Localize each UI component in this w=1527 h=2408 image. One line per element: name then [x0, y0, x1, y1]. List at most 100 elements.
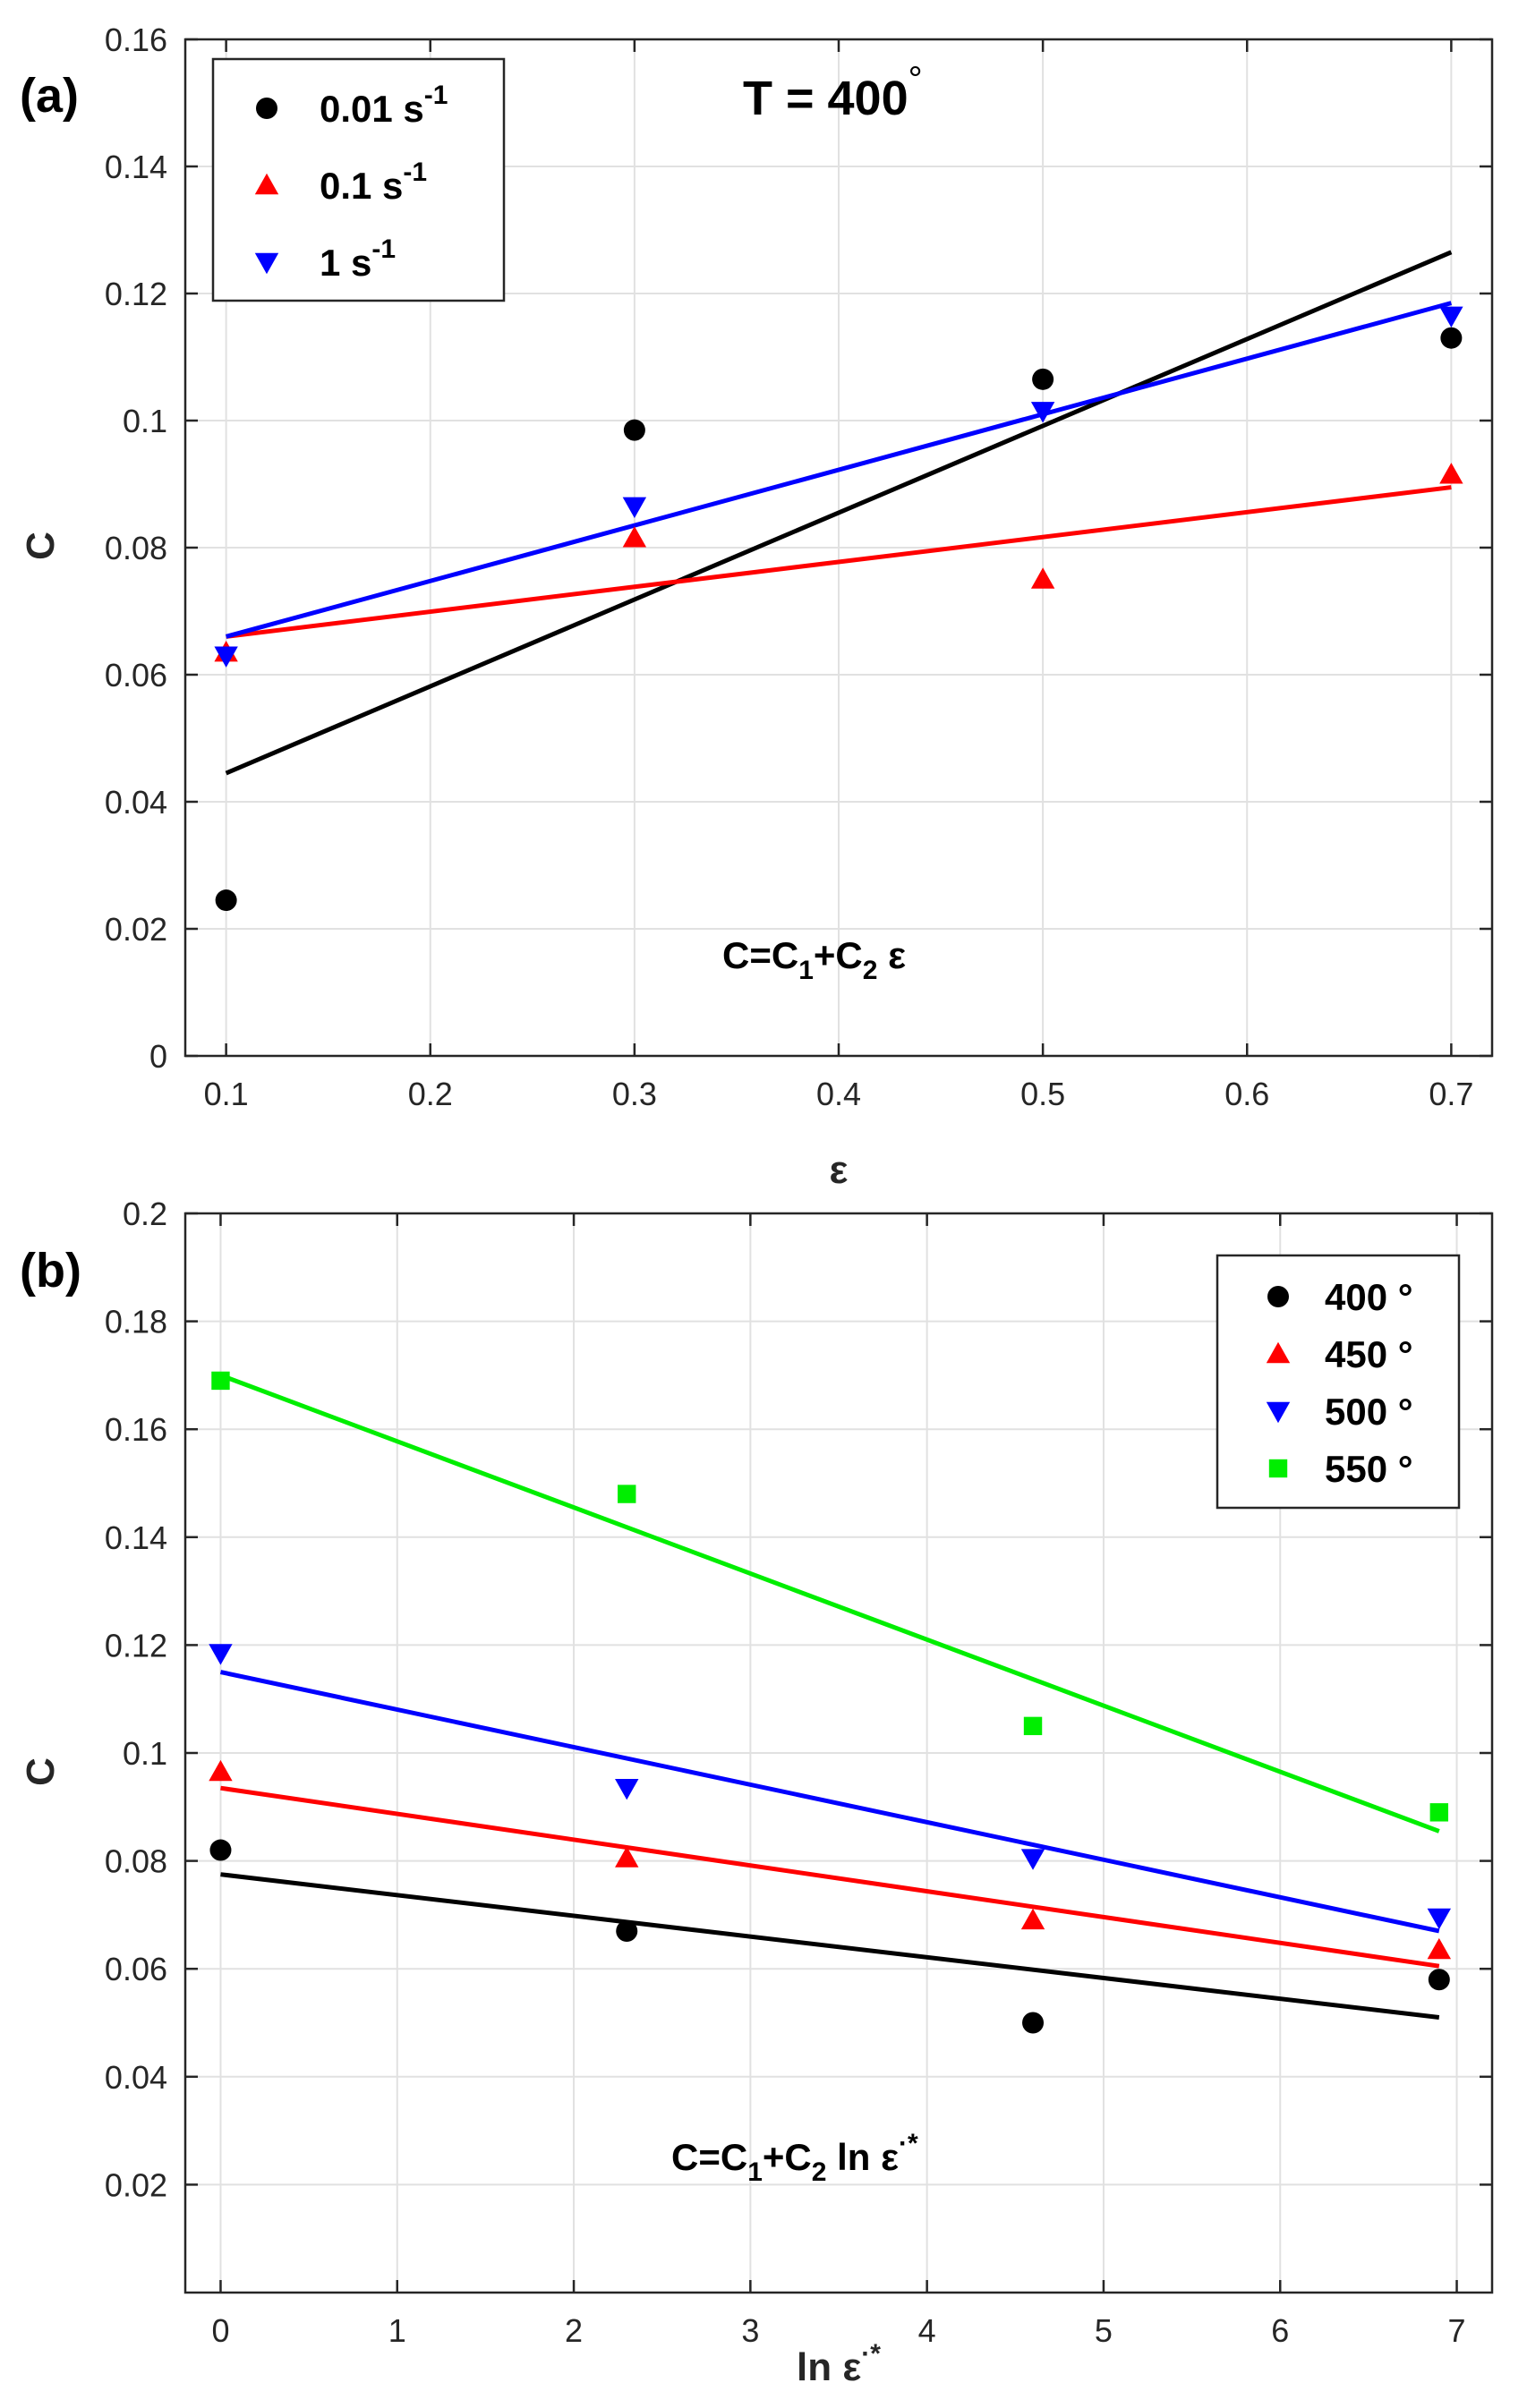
y-tick-label: 0.14 — [105, 149, 167, 185]
legend-marker — [1266, 1401, 1291, 1424]
data-point — [623, 419, 645, 441]
legend-marker — [1267, 1286, 1289, 1307]
y-axis-label: C — [19, 532, 63, 560]
data-point — [209, 1839, 232, 1861]
x-tick-label: 0.6 — [1224, 1076, 1269, 1112]
x-axis-label: ε — [830, 1148, 849, 1192]
panel-a: 0.1 0.2 0.3 0.4 0.5 0.6 0.7 0 0.02 0.04 0.06 0.08 0.… — [19, 21, 1494, 1192]
temperature-annotation-degree: ° — [909, 60, 923, 99]
y-tick-label: 0.18 — [105, 1304, 167, 1340]
legend-label-text: 450 ° — [1325, 1333, 1413, 1375]
y-tick-label: 0.08 — [105, 1843, 167, 1880]
data-point — [622, 526, 647, 548]
legend-label: 550 ° — [1325, 1448, 1413, 1490]
data-point — [1428, 1969, 1450, 1991]
x-tick-label: 0.3 — [612, 1076, 657, 1112]
x-axis-label-sup: ·* — [861, 2339, 881, 2369]
data-point — [209, 1759, 233, 1782]
equation-part: ln ε — [826, 2136, 899, 2178]
data-point — [1440, 327, 1463, 349]
legend-label-text: 0.1 s — [320, 165, 403, 207]
legend-label: 0.01 s-1 — [320, 81, 448, 130]
legend-label: 0.1 s-1 — [320, 157, 427, 207]
panel-label: (b) — [20, 1244, 81, 1298]
legend-marker — [1268, 1459, 1288, 1478]
x-axis-label-text: ε — [830, 1148, 849, 1192]
x-tick-label: 2 — [565, 2312, 583, 2349]
data-point — [616, 1919, 638, 1942]
x-tick-label: 5 — [1095, 2312, 1113, 2349]
legend-label-sup: -1 — [424, 81, 448, 110]
data-point — [1022, 2012, 1045, 2034]
data-point — [615, 1846, 639, 1868]
y-tick-label: 0.06 — [105, 657, 167, 693]
y-tick-label: 0.02 — [105, 911, 167, 948]
x-tick-label: 0.4 — [816, 1076, 861, 1112]
equation-sub: 2 — [863, 956, 878, 985]
data-point — [1023, 1716, 1043, 1736]
equation-part: +C — [763, 2136, 812, 2178]
data-point — [214, 646, 238, 668]
x-tick-label: 7 — [1448, 2312, 1466, 2349]
fit-line-1 — [220, 1785, 1440, 1969]
legend-label-text: 500 ° — [1325, 1391, 1413, 1433]
y-tick-label: 0.2 — [123, 1195, 167, 1232]
fit-line-3 — [219, 1373, 1440, 1834]
equation-sub: 1 — [798, 956, 814, 985]
equation-sub: 1 — [747, 2157, 763, 2187]
y-axis-label: C — [19, 1757, 63, 1786]
data-point — [215, 889, 237, 912]
y-tick-label: 0 — [149, 1038, 167, 1075]
y-tick-label: 0.12 — [105, 1627, 167, 1663]
legend-marker — [1266, 1341, 1291, 1364]
legend-label: 400 ° — [1325, 1276, 1413, 1318]
y-tick-label: 0.16 — [105, 21, 167, 58]
x-tick-label: 0.2 — [408, 1076, 453, 1112]
panel-b: 0 1 2 3 4 5 6 7 0.02 0.04 0.06 0.08 0.1 0.12 0.14 0.16 0… — [19, 1195, 1494, 2389]
data-point — [1439, 306, 1463, 328]
legend-label-text: 0.01 s — [320, 88, 424, 130]
fit-line-1 — [226, 485, 1452, 639]
data-point — [1429, 1803, 1449, 1822]
y-tick-label: 0.14 — [105, 1519, 167, 1556]
y-tick-label: 0.02 — [105, 2166, 167, 2203]
equation-part: ε — [877, 934, 906, 976]
legend-label-text: 400 ° — [1325, 1276, 1413, 1318]
equation-part: C=C — [722, 934, 798, 976]
legend-label-sup: -1 — [403, 157, 427, 187]
data-point — [615, 1778, 639, 1800]
y-tick-label: 0.06 — [105, 1951, 167, 1987]
legend-marker — [254, 173, 279, 195]
equation-annotation: C=C1+C2 ε — [722, 934, 906, 985]
legend-label: 450 ° — [1325, 1333, 1413, 1375]
legend-marker — [254, 252, 279, 275]
y-tick-label: 0.16 — [105, 1411, 167, 1448]
data-point — [618, 1485, 636, 1503]
x-axis-label-text: ln ε — [797, 2345, 861, 2389]
x-axis-label: ln ε·* — [797, 2339, 881, 2389]
equation-part: C=C — [671, 2136, 747, 2178]
fit-line-0 — [220, 1872, 1440, 2020]
temperature-annotation-text: T = 400 — [743, 72, 909, 125]
x-tick-label: 3 — [741, 2312, 759, 2349]
fit-line-2 — [225, 301, 1453, 639]
y-tick-label: 0.1 — [123, 403, 167, 439]
fit-line-2 — [219, 1670, 1440, 1934]
x-tick-label: 0.1 — [204, 1076, 249, 1112]
x-tick-label: 0.5 — [1020, 1076, 1065, 1112]
data-point — [1439, 463, 1463, 484]
x-tick-label: 1 — [388, 2312, 406, 2349]
legend-label-text: 550 ° — [1325, 1448, 1413, 1490]
data-point — [622, 497, 647, 519]
x-tick-label: 6 — [1271, 2312, 1289, 2349]
legend-label: 500 ° — [1325, 1391, 1413, 1433]
data-point — [1032, 368, 1054, 390]
data-point — [211, 1371, 230, 1391]
x-tick-label: 0.7 — [1429, 1076, 1473, 1112]
legend-box — [1216, 1254, 1461, 1510]
temperature-annotation: T = 400° — [743, 60, 923, 125]
equation-annotation: C=C1+C2 ln ε·* — [671, 2129, 918, 2187]
legend-marker — [256, 98, 277, 119]
